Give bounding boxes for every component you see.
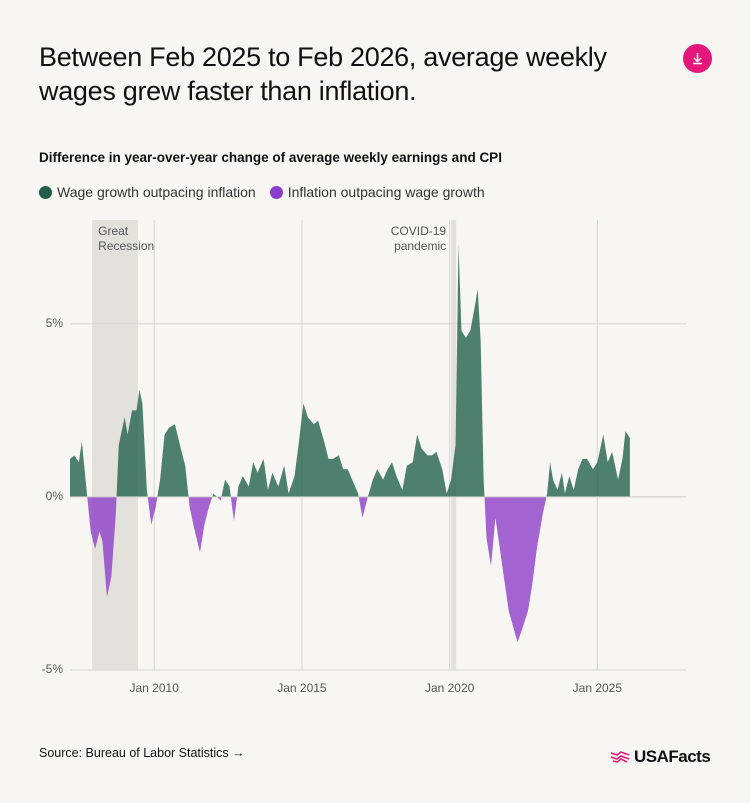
x-tick-label: Jan 2015 — [277, 681, 327, 695]
y-tick-label: 0% — [46, 489, 64, 503]
logo-flag — [610, 751, 630, 763]
chart-subtitle: Difference in year-over-year change of a… — [39, 150, 502, 165]
x-tick-label: Jan 2010 — [130, 681, 180, 695]
logo: USAFacts — [610, 747, 711, 767]
legend: Wage growth outpacing inflation Inflatio… — [39, 184, 485, 200]
chart-title: Between Feb 2025 to Feb 2026, average we… — [39, 42, 607, 106]
legend-item: Inflation outpacing wage growth — [269, 184, 485, 200]
y-tick-label: 5% — [46, 316, 64, 330]
x-tick-label: Jan 2020 — [425, 681, 475, 695]
shaded-period-label: pandemic — [394, 239, 446, 253]
shaded-period — [451, 220, 457, 670]
shaded-period-label: COVID-19 — [391, 224, 447, 238]
download-icon — [693, 53, 702, 65]
brand: USAFacts — [634, 747, 711, 766]
area — [70, 244, 630, 643]
shaded-period-label: Recession — [98, 239, 154, 253]
legend-label: Wage growth outpacing inflation — [57, 184, 256, 200]
download-button[interactable] — [683, 44, 712, 73]
legend-item: Wage growth outpacing inflation — [39, 184, 256, 200]
x-tick-label: Jan 2025 — [573, 681, 623, 695]
legend-swatch — [39, 185, 52, 199]
source[interactable]: Source: Bureau of Labor Statistics → — [39, 746, 245, 760]
y-tick-label: -5% — [42, 662, 64, 676]
shaded-period-label: Great — [98, 224, 129, 238]
legend-label: Inflation outpacing wage growth — [287, 184, 485, 200]
legend-swatch — [269, 185, 283, 199]
